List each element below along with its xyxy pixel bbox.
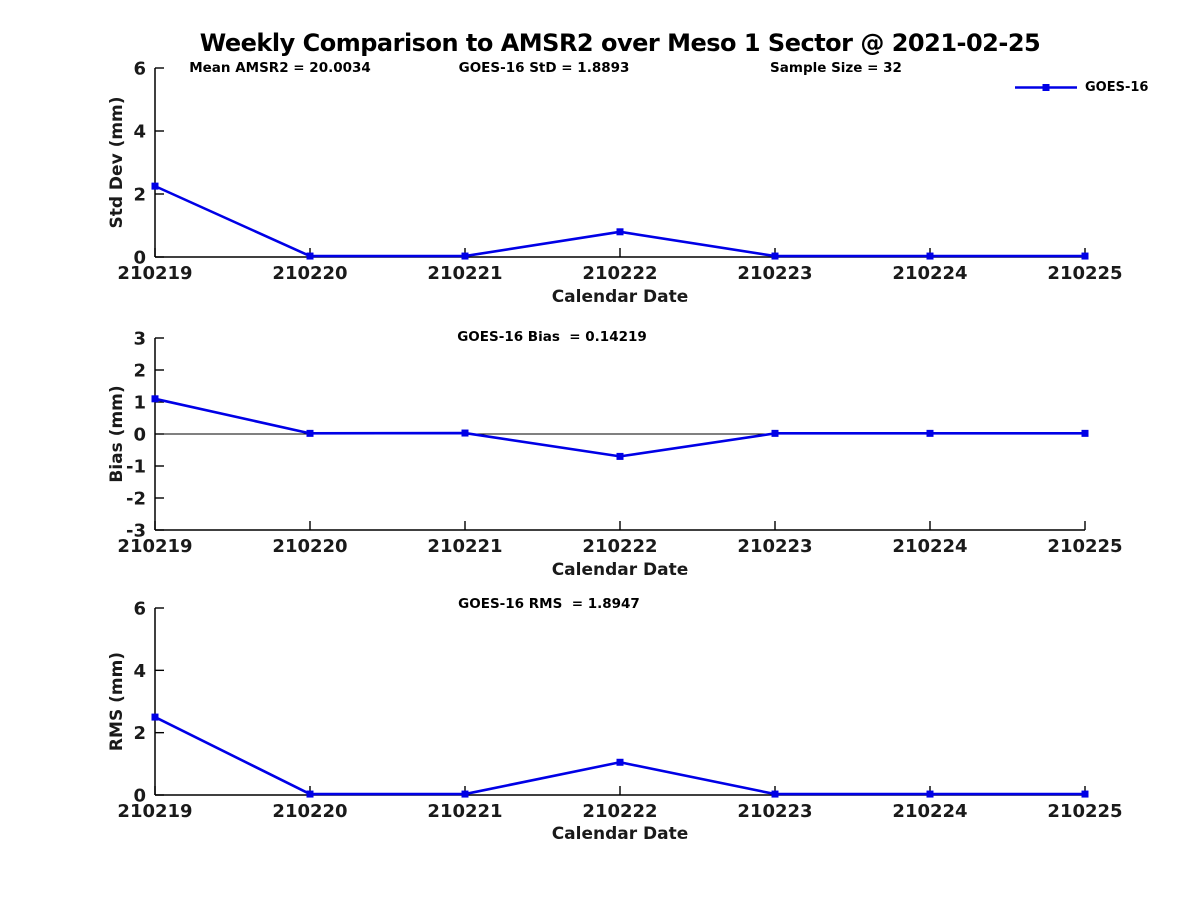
data-point-marker bbox=[616, 452, 624, 460]
x-tick-label: 210219 bbox=[117, 263, 192, 284]
x-tick-label: 210224 bbox=[892, 263, 967, 284]
x-tick-label: 210224 bbox=[892, 536, 967, 557]
x-axis-title: Calendar Date bbox=[552, 560, 689, 580]
x-tick-label: 210223 bbox=[737, 536, 812, 557]
data-line bbox=[154, 715, 1085, 796]
x-tick-label: 210222 bbox=[582, 536, 657, 557]
data-line bbox=[154, 184, 1085, 258]
y-tick-label: 2 bbox=[133, 185, 146, 206]
data-point-marker bbox=[616, 758, 624, 766]
annotation-goes16-rms: GOES-16 RMS = 1.8947 bbox=[458, 596, 640, 612]
y-tick-label: 0 bbox=[133, 425, 146, 446]
data-point-marker bbox=[461, 790, 469, 798]
y-tick-label: 0 bbox=[133, 786, 146, 807]
data-point-marker bbox=[771, 790, 779, 798]
annotation-goes16-bias: GOES-16 Bias = 0.14219 bbox=[457, 329, 647, 345]
x-tick-label: 210219 bbox=[117, 536, 192, 557]
data-point-marker bbox=[306, 429, 314, 437]
y-axis-title: Bias (mm) bbox=[107, 385, 127, 482]
x-tick-label: 210222 bbox=[582, 263, 657, 284]
x-tick-label: 210221 bbox=[427, 536, 502, 557]
y-tick-label: 3 bbox=[133, 329, 146, 350]
annotation-sample-size: Sample Size = 32 bbox=[770, 60, 902, 76]
data-point-marker bbox=[1081, 790, 1089, 798]
legend-line-sample-icon bbox=[1015, 84, 1077, 91]
x-tick-label: 210225 bbox=[1047, 263, 1122, 284]
y-axis-title: RMS (mm) bbox=[107, 652, 127, 751]
x-tick-label: 210220 bbox=[272, 801, 347, 822]
data-point-marker bbox=[1081, 429, 1089, 437]
data-point-marker bbox=[151, 713, 159, 721]
data-point-marker bbox=[771, 252, 779, 260]
rms-chart: 0 2 4 6 210219 210220 210221 210222 210223 210224… bbox=[107, 599, 1123, 845]
x-tick-label: 210220 bbox=[272, 263, 347, 284]
x-tick-label: 210225 bbox=[1047, 801, 1122, 822]
x-axis-title: Calendar Date bbox=[552, 287, 689, 307]
data-point-marker bbox=[151, 395, 159, 403]
y-tick-label: 6 bbox=[133, 599, 146, 620]
x-tick-label: 210221 bbox=[427, 801, 502, 822]
y-tick-label: 2 bbox=[133, 723, 146, 744]
data-point-marker bbox=[306, 252, 314, 260]
data-point-marker bbox=[926, 429, 934, 437]
annotation-mean-amsr2: Mean AMSR2 = 20.0034 bbox=[189, 60, 371, 76]
y-tick-label: 6 bbox=[133, 59, 146, 80]
data-point-marker bbox=[306, 790, 314, 798]
std-dev-chart: 0 2 4 6 210219 210220 210221 210222 210223 210224… bbox=[107, 59, 1123, 308]
data-point-marker bbox=[1081, 252, 1089, 260]
y-tick-label: 1 bbox=[133, 393, 146, 414]
x-tick-label: 210222 bbox=[582, 801, 657, 822]
y-tick-label: -1 bbox=[126, 457, 146, 478]
y-tick-label: -2 bbox=[126, 489, 146, 510]
data-point-marker bbox=[771, 429, 779, 437]
x-tick-label: 210223 bbox=[737, 801, 812, 822]
data-point-marker bbox=[461, 429, 469, 437]
annotation-goes16-std: GOES-16 StD = 1.8893 bbox=[458, 60, 630, 76]
x-tick-label: 210221 bbox=[427, 263, 502, 284]
y-tick-label: 0 bbox=[133, 248, 146, 269]
y-tick-label: 4 bbox=[133, 122, 146, 143]
y-tick-label: 2 bbox=[133, 361, 146, 382]
legend: GOES-16 bbox=[1014, 80, 1148, 95]
x-tick-label: 210223 bbox=[737, 263, 812, 284]
x-tick-label: 210224 bbox=[892, 801, 967, 822]
x-tick-label: 210219 bbox=[117, 801, 192, 822]
data-point-marker bbox=[461, 252, 469, 260]
data-point-marker bbox=[151, 182, 159, 190]
legend-label: GOES-16 bbox=[1085, 80, 1149, 95]
x-tick-label: 210220 bbox=[272, 536, 347, 557]
x-axis-title: Calendar Date bbox=[552, 824, 689, 844]
data-point-marker bbox=[926, 790, 934, 798]
figure-title: Weekly Comparison to AMSR2 over Meso 1 S… bbox=[199, 29, 1041, 57]
bias-chart: -3 -2 -1 0 1 2 3 210219 210220 210221 210222 210223… bbox=[107, 329, 1123, 581]
y-tick-label: 4 bbox=[133, 661, 146, 682]
y-axis-title: Std Dev (mm) bbox=[107, 96, 127, 228]
data-point-marker bbox=[926, 252, 934, 260]
x-tick-label: 210225 bbox=[1047, 536, 1122, 557]
y-tick-label: -3 bbox=[126, 521, 146, 542]
data-point-marker bbox=[616, 228, 624, 236]
data-line bbox=[154, 397, 1085, 458]
